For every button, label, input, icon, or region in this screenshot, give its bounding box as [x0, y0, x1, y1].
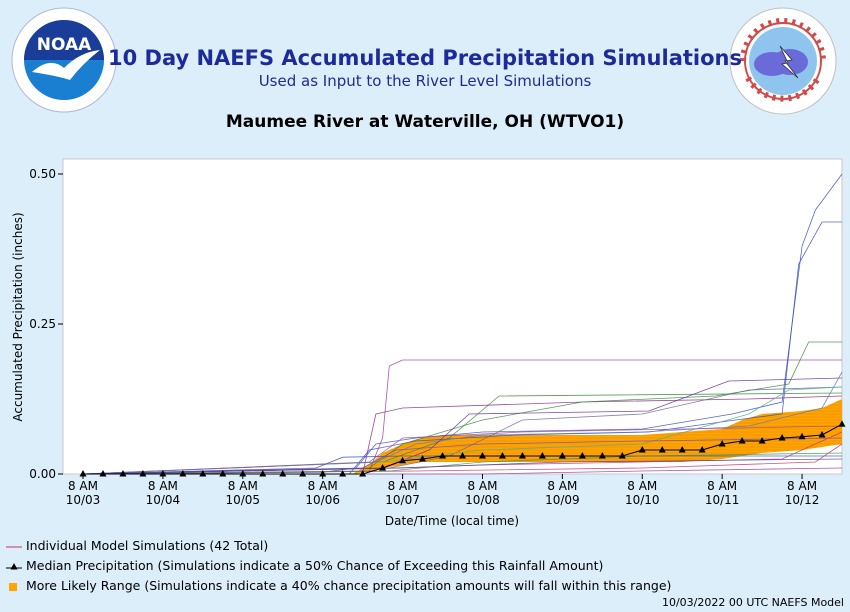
median-point	[578, 452, 586, 459]
median-point	[219, 470, 227, 477]
chart-subtitle: Used as Input to the River Level Simulat…	[258, 72, 592, 90]
median-point	[299, 470, 307, 477]
median-point	[199, 470, 207, 477]
median-point	[718, 440, 726, 447]
median-point	[239, 470, 247, 477]
legend-median: Median Precipitation (Simulations indica…	[6, 558, 603, 573]
nws-cloud-lightning-icon	[754, 45, 808, 79]
noaa-logo: NOAA	[11, 7, 117, 113]
legend-range-swatch	[9, 582, 17, 591]
x-tick-label-time: 8 AM	[787, 479, 817, 493]
chart-title: 10 Day NAEFS Accumulated Precipitation S…	[107, 46, 742, 70]
x-axis-label: Date/Time (local time)	[385, 514, 519, 528]
median-point	[778, 434, 786, 441]
simulation-lines-layer	[82, 173, 843, 475]
x-tick-label-date: 10/12	[785, 493, 820, 507]
median-point	[838, 420, 846, 427]
median-point	[119, 470, 127, 477]
simulation-line-9	[82, 371, 843, 475]
legend-individual-label: Individual Model Simulations (42 Total)	[26, 538, 269, 553]
range-band	[352, 399, 842, 474]
x-tick-label-time: 8 AM	[388, 479, 418, 493]
median-point	[319, 470, 327, 477]
x-tick-label-date: 10/10	[625, 493, 660, 507]
station-name: Maumee River at Waterville, OH (WTVO1)	[225, 112, 625, 132]
median-point	[379, 464, 387, 471]
median-point	[139, 470, 147, 477]
median-point	[758, 437, 766, 444]
median-point	[598, 452, 606, 459]
x-tick-label-date: 10/09	[545, 493, 580, 507]
noaa-logo-text: NOAA	[37, 35, 92, 55]
x-tick-label-date: 10/04	[146, 493, 181, 507]
simulation-line-13	[82, 425, 843, 475]
nws-logo	[729, 7, 837, 115]
legend-individual-swatch	[6, 546, 22, 547]
median-point	[618, 452, 626, 459]
x-tick-label-date: 10/06	[305, 493, 340, 507]
median-point	[359, 470, 367, 477]
median-point	[459, 452, 466, 459]
median-point	[439, 452, 447, 459]
simulation-line-12	[82, 386, 843, 475]
x-tick-label-time: 8 AM	[467, 479, 497, 493]
x-tick-label-date: 10/08	[465, 493, 500, 507]
x-tick-label-time: 8 AM	[68, 479, 98, 493]
x-tick-label-date: 10/03	[66, 493, 101, 507]
median-point	[99, 470, 107, 477]
y-axis-label: Accumulated Precipitation (inches)	[11, 212, 25, 421]
median-point	[79, 470, 87, 477]
legend-median-swatch	[6, 562, 22, 569]
simulation-line-15	[82, 452, 843, 475]
legend-median-label: Median Precipitation (Simulations indica…	[26, 558, 604, 573]
simulation-line-16	[82, 458, 843, 475]
median-point	[798, 432, 806, 440]
x-tick-label-date: 10/07	[385, 493, 420, 507]
median-point	[419, 455, 427, 462]
x-tick-label-time: 8 AM	[707, 479, 737, 493]
y-tick-label: 0.50	[29, 167, 56, 181]
median-point	[558, 452, 566, 459]
median-point	[538, 452, 546, 459]
model-run-footer: 10/03/2022 00 UTC NAEFS Model	[661, 596, 844, 609]
median-point	[658, 446, 666, 453]
legend-range: More Likely Range (Simulations indicate …	[6, 578, 671, 593]
plot-area	[62, 158, 843, 475]
median-point	[339, 470, 347, 477]
median-point	[518, 452, 526, 459]
x-tick-label-time: 8 AM	[308, 479, 338, 493]
x-tick-label-date: 10/11	[705, 493, 740, 507]
median-point	[818, 431, 826, 438]
x-tick-label-date: 10/05	[225, 493, 260, 507]
median-layer	[79, 420, 846, 477]
simulation-line-14	[82, 437, 843, 475]
x-tick-label-time: 8 AM	[228, 479, 258, 493]
y-tick-label: 0.25	[29, 317, 56, 331]
median-point	[678, 446, 686, 453]
legend-range-label: More Likely Range (Simulations indicate …	[26, 578, 672, 593]
y-tick-label: 0.00	[29, 467, 56, 481]
median-point	[159, 470, 167, 477]
median-point	[399, 456, 407, 464]
median-point	[698, 446, 706, 453]
median-point	[498, 452, 506, 459]
median-point	[478, 452, 486, 459]
noaa-seagull-icon	[32, 50, 100, 80]
legend-individual: Individual Model Simulations (42 Total)	[6, 538, 268, 553]
median-point	[259, 470, 267, 477]
x-tick-label-time: 8 AM	[148, 479, 178, 493]
median-point	[638, 446, 646, 453]
median-point	[738, 437, 746, 444]
median-point	[179, 470, 187, 477]
median-point	[279, 470, 287, 477]
x-tick-label-time: 8 AM	[547, 479, 577, 493]
x-tick-label-time: 8 AM	[627, 479, 657, 493]
